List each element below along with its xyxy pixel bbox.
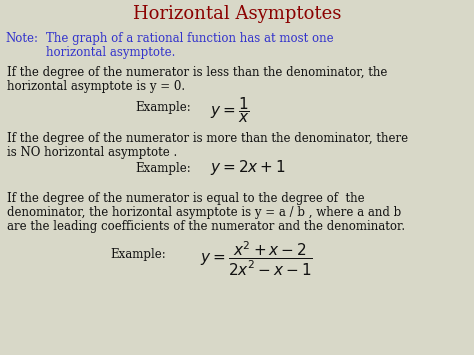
Text: are the leading coefficients of the numerator and the denominator.: are the leading coefficients of the nume… bbox=[7, 220, 405, 233]
Text: Example:: Example: bbox=[110, 248, 166, 261]
Text: The graph of a rational function has at most one: The graph of a rational function has at … bbox=[46, 32, 334, 45]
Text: If the degree of the numerator is less than the denominator, the: If the degree of the numerator is less t… bbox=[7, 66, 387, 79]
Text: Example:: Example: bbox=[135, 101, 191, 114]
Text: Example:: Example: bbox=[135, 162, 191, 175]
Text: horizontal asymptote.: horizontal asymptote. bbox=[46, 46, 175, 59]
Text: $y = \dfrac{1}{x}$: $y = \dfrac{1}{x}$ bbox=[210, 95, 250, 125]
Text: Note:: Note: bbox=[5, 32, 38, 45]
Text: If the degree of the numerator is more than the denominator, there: If the degree of the numerator is more t… bbox=[7, 132, 408, 145]
Text: If the degree of the numerator is equal to the degree of  the: If the degree of the numerator is equal … bbox=[7, 192, 365, 205]
Text: is NO horizontal asymptote .: is NO horizontal asymptote . bbox=[7, 146, 177, 159]
Text: Horizontal Asymptotes: Horizontal Asymptotes bbox=[133, 5, 341, 23]
Text: $y = 2x+1$: $y = 2x+1$ bbox=[210, 158, 286, 177]
Text: denominator, the horizontal asymptote is y = a / b , where a and b: denominator, the horizontal asymptote is… bbox=[7, 206, 401, 219]
Text: horizontal asymptote is y = 0.: horizontal asymptote is y = 0. bbox=[7, 80, 185, 93]
Text: $y = \dfrac{x^2+x-2}{2x^2-x-1}$: $y = \dfrac{x^2+x-2}{2x^2-x-1}$ bbox=[200, 240, 313, 278]
